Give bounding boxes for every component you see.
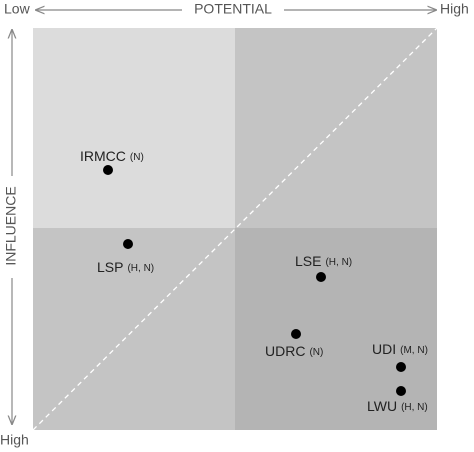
node-qualifier: (H, N): [127, 263, 154, 274]
x-title: POTENTIAL: [194, 1, 272, 17]
node-name: IRMCC: [80, 148, 126, 164]
node-label: LSP (H, N): [97, 259, 154, 275]
x-high-label: High: [440, 1, 469, 17]
node-label: UDRC (N): [265, 343, 323, 359]
node-name: UDRC: [265, 343, 305, 359]
node-label: IRMCC (N): [80, 148, 144, 164]
node-label: LSE (H, N): [295, 253, 352, 269]
node-dot: [123, 239, 133, 249]
node-name: LSP: [97, 259, 123, 275]
node-qualifier: (H, N): [325, 257, 352, 268]
node-label: UDI (M, N): [372, 341, 428, 357]
node-name: LSE: [295, 253, 321, 269]
y-title: INFLUENCE: [3, 186, 19, 265]
quadrant-bottom-right: [235, 228, 437, 430]
node-label: LWU (H, N): [367, 398, 428, 414]
node-qualifier: (H, N): [401, 402, 428, 413]
x-low-label: Low: [4, 1, 31, 17]
diagonal: [32, 27, 438, 431]
y-high-label: High: [0, 432, 29, 448]
node-qualifier: (M, N): [400, 345, 428, 356]
node-dot: [396, 362, 406, 372]
node-dot: [396, 386, 406, 396]
node-qualifier: (N): [130, 152, 144, 163]
quadrant-bottom-left: [33, 228, 235, 430]
node-dot: [103, 165, 113, 175]
node-name: UDI: [372, 341, 396, 357]
quadrant-top-left: [33, 28, 235, 228]
node-name: LWU: [367, 398, 397, 414]
node-dot: [291, 329, 301, 339]
node-dot: [316, 272, 326, 282]
node-qualifier: (N): [309, 347, 323, 358]
